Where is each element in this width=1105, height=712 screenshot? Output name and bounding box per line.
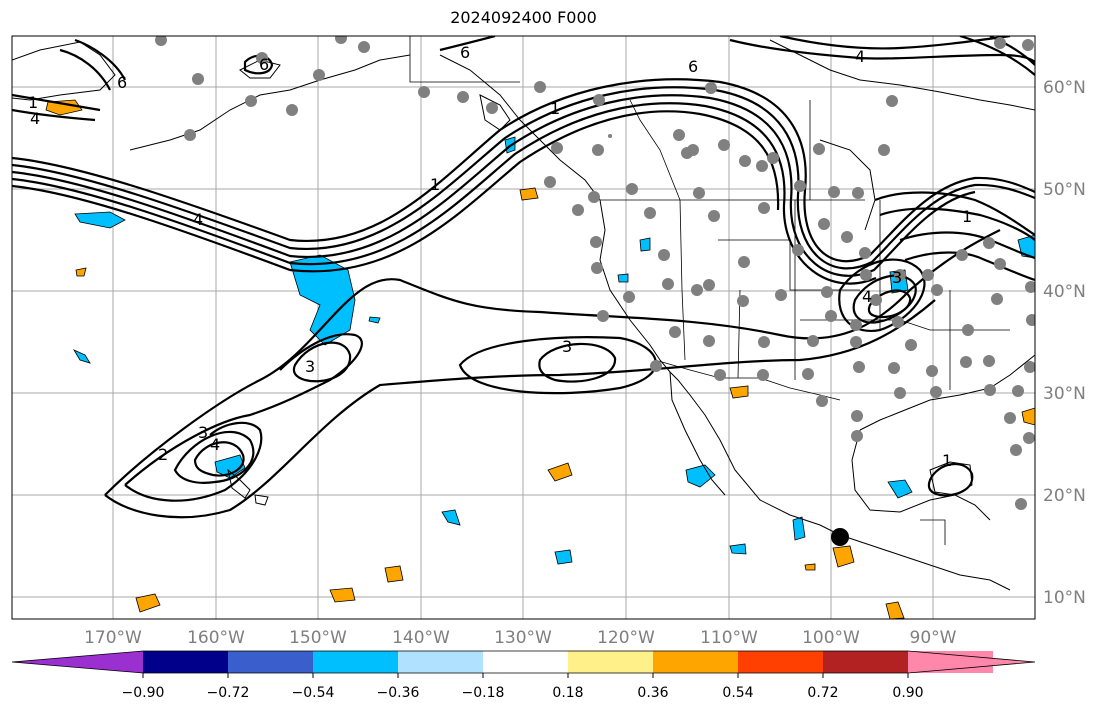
latitude-labels: 60°N 50°N 40°N 30°N 20°N 10°N [1043, 78, 1086, 608]
colorbar-tick-label: −0.54 [292, 685, 335, 701]
contour-label: 1 [942, 451, 952, 470]
black-dot-marker [831, 528, 849, 546]
colorbar-segment [313, 651, 398, 673]
contour-label: 6 [259, 55, 269, 74]
contour-label: 1 [962, 207, 972, 226]
contour-label: 6 [688, 57, 698, 76]
contour-label: 1 [28, 93, 38, 112]
lon-label: 150°W [289, 628, 347, 648]
lat-label: 30°N [1043, 384, 1086, 404]
lat-label: 50°N [1043, 180, 1086, 200]
colorbar-right-extend [908, 651, 1035, 673]
colorbar-segment [483, 651, 568, 673]
colorbar-segment [143, 651, 228, 673]
colorbar-tick-label: 0.36 [637, 685, 668, 701]
contour-label: 2 [158, 445, 168, 464]
longitude-labels: 170°W 160°W 150°W 140°W 130°W 120°W 110°… [84, 628, 957, 648]
lon-label: 100°W [802, 628, 860, 648]
contour-label: 3 [198, 423, 208, 442]
lat-label: 60°N [1043, 78, 1086, 98]
contour-label: 1 [550, 99, 560, 118]
map-frame [11, 35, 1036, 620]
lon-label: 110°W [700, 628, 758, 648]
contour-label: 4 [862, 287, 872, 306]
lat-label: 20°N [1043, 486, 1086, 506]
colorbar-segment [653, 651, 738, 673]
contour-label: 4 [193, 210, 203, 229]
lon-label: 160°W [187, 628, 245, 648]
coastlines [12, 39, 1035, 591]
colorbar-tick-label: −0.36 [377, 685, 420, 701]
lat-label: 10°N [1043, 588, 1086, 608]
colorbar-tick-label: 0.90 [892, 685, 923, 701]
colorbar-tick-label: 0.54 [722, 685, 753, 701]
contour-label: 1 [430, 175, 440, 194]
colorbar-tick-label: 0.18 [552, 685, 583, 701]
station-dots [155, 36, 1035, 510]
colorbar-segment [228, 651, 313, 673]
colorbar-tick-label: −0.90 [122, 685, 165, 701]
colorbar: −0.90 −0.72 −0.54 −0.36 −0.18 0.18 0.36 … [11, 650, 1036, 701]
colorbar-tick-label: 0.72 [807, 685, 838, 701]
map-title: 2024092400 F000 [450, 8, 597, 27]
contour-label: 3 [892, 268, 902, 287]
filled-anomaly-regions [45, 99, 1035, 619]
contour-label-group: 1 4 6 6 6 6 1 1 4 3 3 2 3 4 3 4 1 1 4 [28, 43, 972, 470]
colorbar-segment [823, 651, 908, 673]
colorbar-tick-label: −0.18 [462, 685, 505, 701]
contour-label: 6 [117, 73, 127, 92]
colorbar-left-extend [12, 651, 143, 673]
lon-label: 90°W [910, 628, 957, 648]
colorbar-tick-label: −0.72 [207, 685, 250, 701]
contour-label: 3 [305, 357, 315, 376]
contour-label: 4 [30, 109, 40, 128]
contour-lines [12, 36, 1035, 519]
gridlines [12, 36, 1035, 619]
lat-label: 40°N [1043, 282, 1086, 302]
lon-label: 170°W [84, 628, 142, 648]
lon-label: 120°W [597, 628, 655, 648]
colorbar-segment [738, 651, 823, 673]
contour-label: 6 [460, 43, 470, 62]
contour-label: 4 [210, 435, 220, 454]
contour-label: 3 [562, 337, 572, 356]
colorbar-segment [398, 651, 483, 673]
contour-label: 4 [855, 47, 865, 66]
colorbar-ticks [142, 673, 909, 678]
lon-label: 140°W [392, 628, 450, 648]
colorbar-segment [568, 651, 653, 673]
lon-label: 130°W [494, 628, 552, 648]
